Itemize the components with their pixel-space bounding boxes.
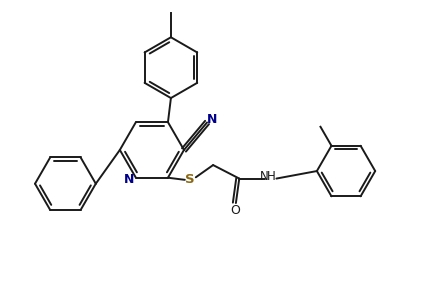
Text: O: O bbox=[230, 204, 240, 217]
Text: H: H bbox=[267, 170, 276, 183]
Text: N: N bbox=[260, 170, 269, 183]
Text: N: N bbox=[124, 173, 134, 186]
Text: S: S bbox=[185, 173, 195, 186]
Text: N: N bbox=[207, 114, 217, 127]
